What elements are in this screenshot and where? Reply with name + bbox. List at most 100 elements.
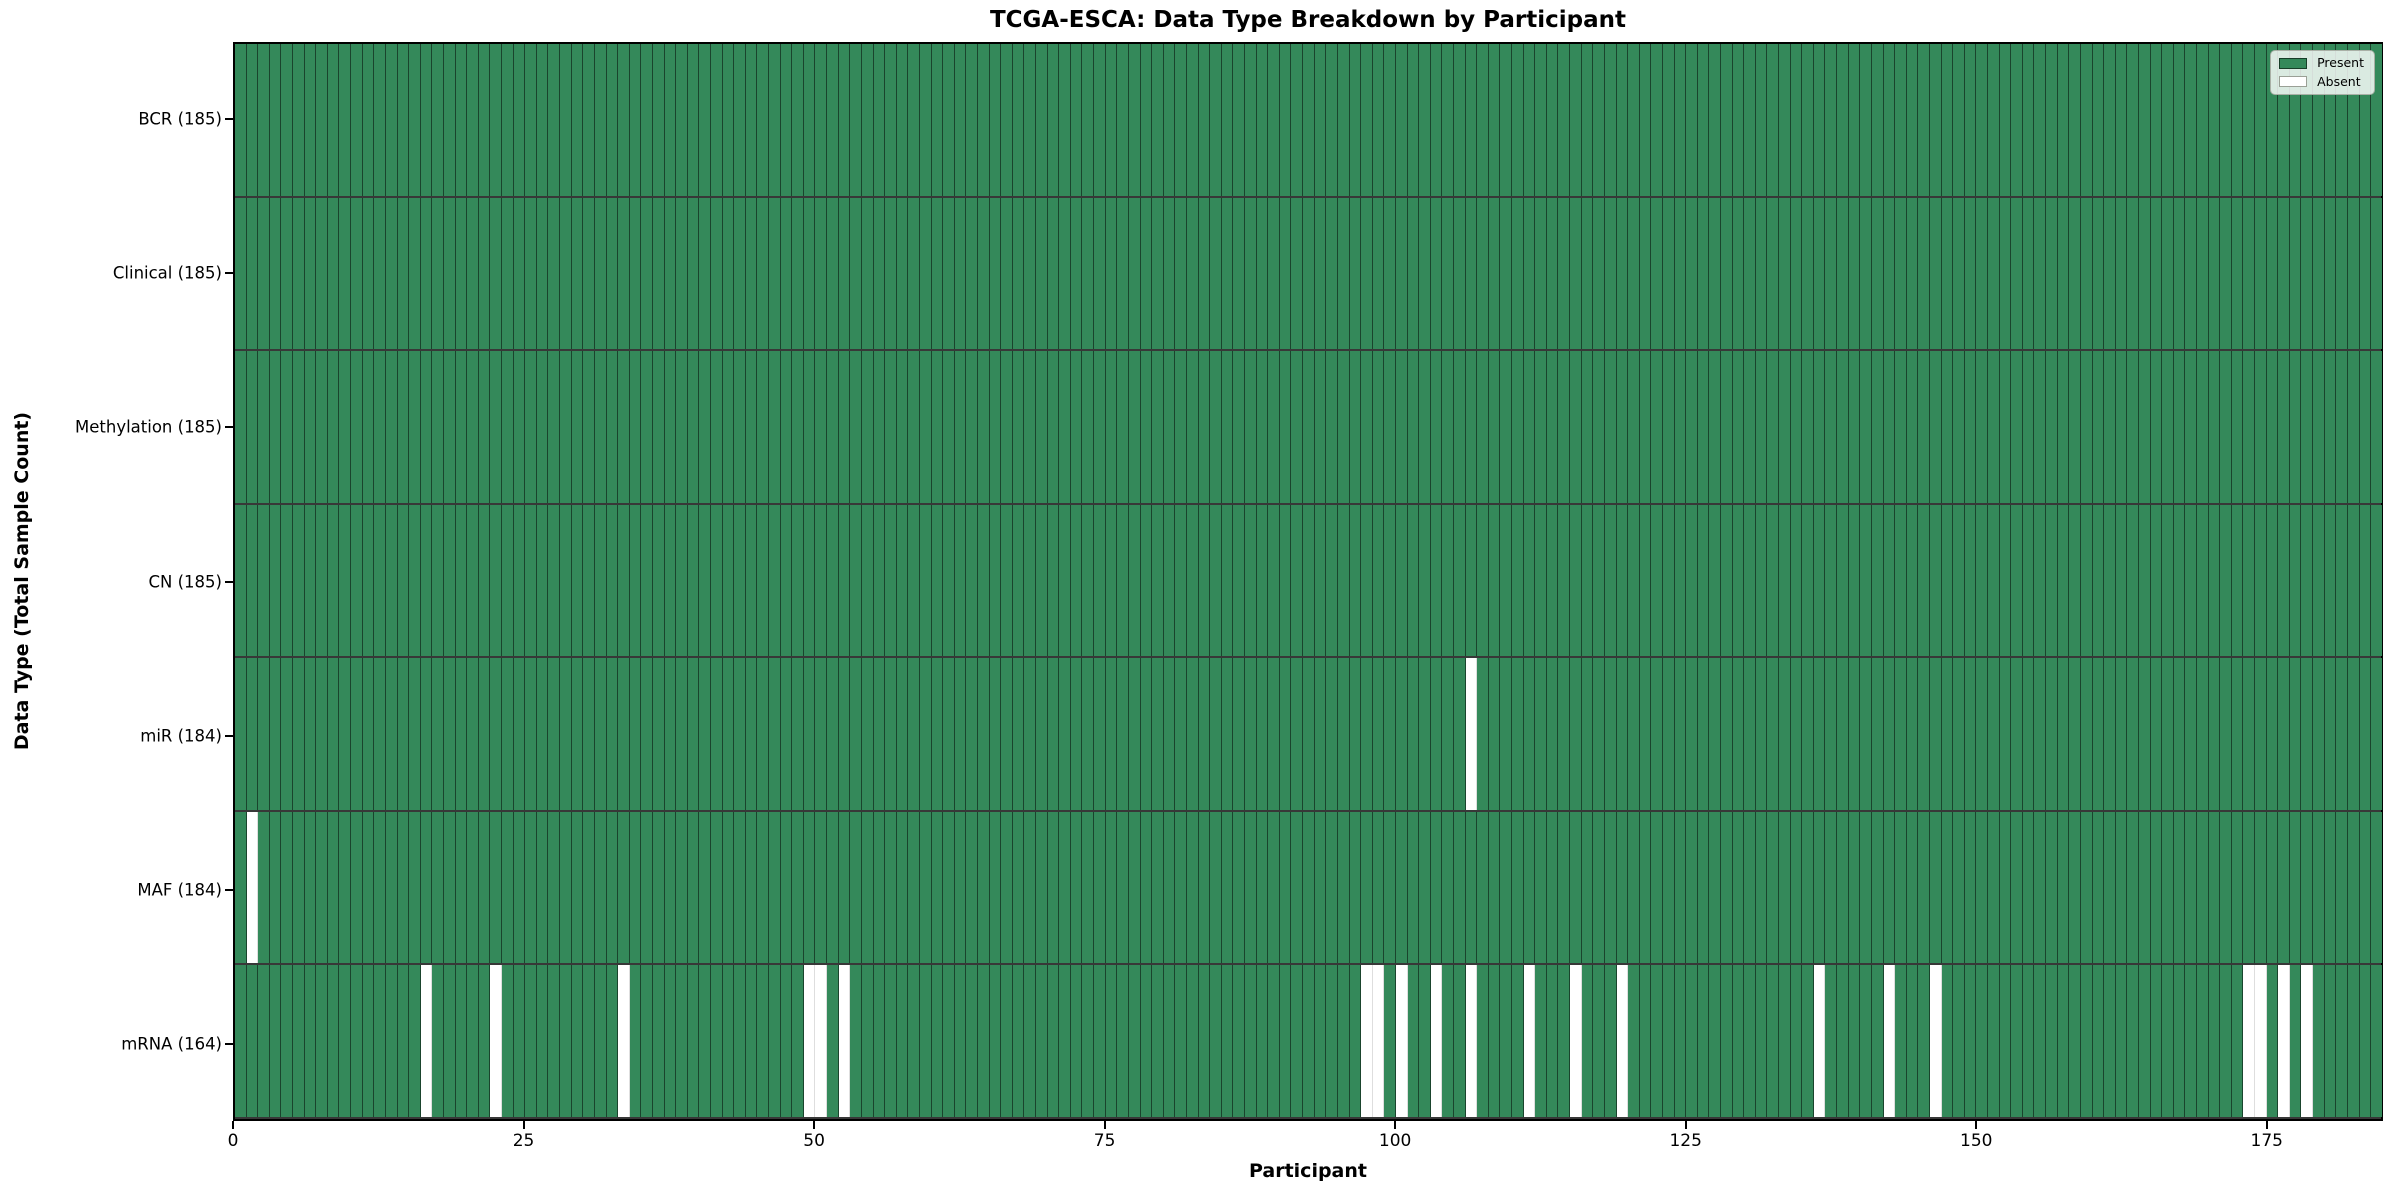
heatmap-cell — [1094, 351, 1106, 503]
heatmap-cell — [2092, 811, 2105, 964]
heatmap-cell — [2336, 811, 2348, 964]
heatmap-cell — [1616, 197, 1629, 350]
heatmap-cell — [1999, 811, 2012, 964]
heatmap-cell — [722, 44, 735, 196]
heatmap-cell — [850, 197, 862, 350]
heatmap-cell — [2138, 197, 2151, 350]
heatmap-cell — [1059, 44, 1071, 196]
heatmap-cell — [2255, 504, 2267, 657]
heatmap-cell — [1651, 197, 1663, 350]
heatmap-cell — [2127, 197, 2139, 350]
heatmap-cell — [861, 197, 874, 350]
heatmap-cell — [2046, 44, 2058, 196]
heatmap-row-miR — [235, 658, 2382, 812]
heatmap-cell — [258, 44, 270, 196]
heatmap-cell — [1070, 44, 1083, 196]
heatmap-cell — [1245, 351, 1257, 503]
heatmap-cell — [1268, 197, 1280, 350]
heatmap-cell — [1929, 811, 1942, 964]
heatmap-cell — [246, 965, 259, 1118]
heatmap-cell — [873, 658, 886, 810]
heatmap-cell — [1988, 658, 2000, 810]
heatmap-cell — [1372, 504, 1385, 657]
heatmap-cell — [803, 44, 816, 196]
heatmap-cell — [1732, 965, 1745, 1118]
heatmap-cell — [1512, 504, 1524, 657]
heatmap-cell — [2220, 811, 2232, 964]
heatmap-cell — [1453, 44, 1466, 196]
heatmap-cell — [1419, 44, 1431, 196]
heatmap-cell — [2220, 351, 2232, 503]
heatmap-cell — [1767, 44, 1780, 196]
heatmap-cell — [1303, 351, 1315, 503]
heatmap-cell — [1245, 658, 1257, 810]
heatmap-cell — [2313, 811, 2325, 964]
heatmap-cell — [1918, 965, 1930, 1118]
heatmap-cell — [1094, 811, 1106, 964]
heatmap-cell — [2138, 504, 2151, 657]
heatmap-cell — [1128, 351, 1141, 503]
heatmap-cell — [2046, 811, 2058, 964]
heatmap-cell — [1802, 965, 1814, 1118]
heatmap-row-MAF — [235, 811, 2382, 966]
heatmap-cell — [2336, 44, 2348, 196]
heatmap-cell — [1906, 965, 1919, 1118]
chart-title: TCGA-ESCA: Data Type Breakdown by Partic… — [989, 7, 1627, 33]
heatmap-cell — [652, 44, 665, 196]
heatmap-cell — [281, 197, 294, 350]
heatmap-cell — [385, 197, 398, 350]
heatmap-cell — [1128, 658, 1141, 810]
heatmap-cell — [397, 44, 410, 196]
heatmap-cell — [397, 658, 410, 810]
heatmap-cell — [2022, 658, 2035, 810]
heatmap-cell — [1523, 658, 1536, 810]
heatmap-cell — [1651, 351, 1663, 503]
heatmap-cell — [629, 351, 642, 503]
heatmap-cell — [1697, 44, 1710, 196]
heatmap-cell — [815, 811, 828, 964]
heatmap-cell — [919, 811, 932, 964]
heatmap-cell — [1430, 504, 1443, 657]
heatmap-cell — [1186, 658, 1199, 810]
heatmap-cell — [1140, 197, 1153, 350]
heatmap-cell — [502, 504, 514, 657]
heatmap-cell — [1117, 811, 1129, 964]
heatmap-cell — [2046, 504, 2058, 657]
heatmap-cell — [803, 504, 816, 657]
heatmap-cell — [838, 197, 851, 350]
heatmap-cell — [792, 351, 804, 503]
heatmap-cell — [652, 351, 665, 503]
heatmap-cell — [989, 197, 1002, 350]
heatmap-cell — [769, 658, 781, 810]
heatmap-cell — [258, 965, 270, 1118]
heatmap-cell — [1186, 351, 1199, 503]
x-tick-label-175: 175 — [2250, 1131, 2284, 1151]
heatmap-cell — [629, 811, 642, 964]
heatmap-cell — [2255, 965, 2267, 1118]
heatmap-cell — [1662, 351, 1675, 503]
heatmap-cell — [908, 44, 920, 196]
heatmap-cell — [722, 658, 735, 810]
heatmap-cell — [1895, 811, 1907, 964]
heatmap-cell — [339, 811, 352, 964]
heatmap-cell — [269, 811, 282, 964]
heatmap-cell — [618, 504, 630, 657]
heatmap-cell — [1140, 504, 1153, 657]
heatmap-cell — [1314, 658, 1327, 810]
heatmap-cell — [1616, 658, 1629, 810]
heatmap-cell — [931, 351, 944, 503]
heatmap-cell — [478, 811, 491, 964]
heatmap-cell — [1779, 197, 1791, 350]
x-tick-label-125: 125 — [1669, 1131, 1702, 1151]
heatmap-cell — [757, 351, 770, 503]
heatmap-cell — [2080, 351, 2093, 503]
heatmap-cell — [1860, 658, 1872, 810]
heatmap-cell — [954, 504, 967, 657]
heatmap-cell — [606, 197, 619, 350]
heatmap-cell — [351, 44, 363, 196]
heatmap-cell — [2104, 504, 2116, 657]
heatmap-cell — [1639, 658, 1652, 810]
heatmap-cell — [1082, 811, 1095, 964]
heatmap-cell — [1001, 44, 1013, 196]
heatmap-cell — [1442, 658, 1454, 810]
